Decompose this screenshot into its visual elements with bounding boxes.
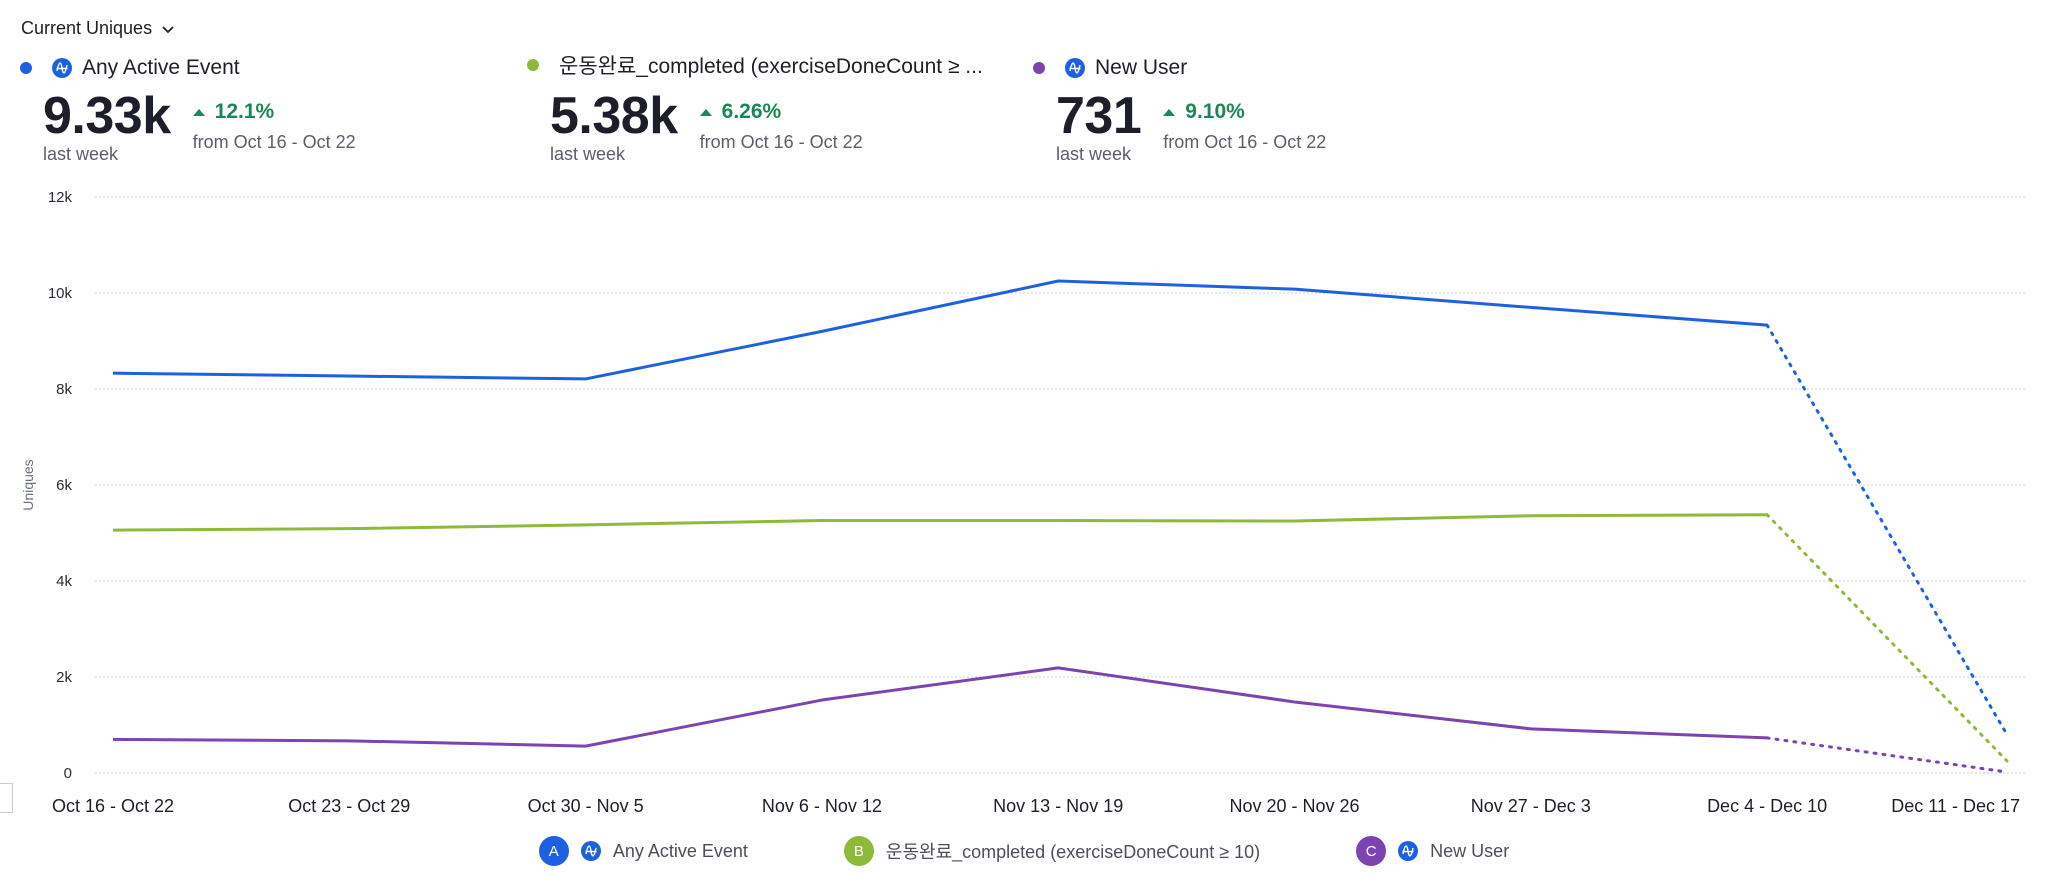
data-point[interactable] [1761,509,1773,521]
data-point[interactable] [343,523,355,535]
summary-period: last week [550,144,626,164]
summary-delta-from: from Oct 16 - Oct 22 [1163,132,1327,152]
legend-item-c[interactable]: C New User [1356,836,1509,866]
x-tick-label: Dec 11 - Dec 17 [1891,796,2020,816]
series-incomplete-segment [1765,323,2009,737]
legend-label: 운동완료_completed (exerciseDoneCount ≥ 10) [885,842,1261,862]
amplitude-event-icon [1398,841,1419,861]
series-line[interactable] [112,279,1768,381]
data-point[interactable] [107,733,119,745]
data-point[interactable] [2001,766,2013,778]
x-tick-label: Oct 30 - Nov 5 [528,796,644,816]
metric-selector-dropdown[interactable]: Current Uniques [21,18,176,39]
y-tick-label: 8k [56,381,72,398]
chart-legend: A Any Active Event B 운동완료_completed (exe… [0,836,2048,866]
series-incomplete-segment [1765,513,2009,763]
data-point[interactable] [343,370,355,382]
data-point[interactable] [1525,510,1537,522]
summary-series-name: New User [1095,56,1188,79]
chevron-down-icon [162,25,174,33]
metric-selector-label: Current Uniques [21,18,153,38]
y-axis-title: Uniques [20,459,36,510]
x-tick-label: Oct 16 - Oct 22 [52,796,174,816]
line-chart: 0 2k 4k 6k 8k 10k 12k Oct 16 - Oct 22 Oct 23 - … [20,189,2025,816]
series-letter-badge: C [1356,836,1387,866]
amplitude-event-icon [1065,58,1085,78]
legend-label: New User [1430,840,1510,861]
data-point[interactable] [1289,283,1301,295]
y-tick-label: 10k [48,285,73,302]
arrow-up-icon [192,108,205,116]
summary-delta: 6.26% [721,100,782,123]
data-point[interactable] [816,694,828,706]
legend-item-a[interactable]: A Any Active Event [538,836,748,866]
x-tick-label: Nov 6 - Nov 12 [762,796,882,816]
summary-value: 5.38k [550,87,678,145]
y-tick-label: 12k [48,189,73,206]
series-line[interactable] [112,666,1768,748]
data-point[interactable] [1761,732,1773,744]
series-line[interactable] [112,513,1768,532]
data-point[interactable] [1525,723,1537,735]
series-letter-badge: B [843,836,874,866]
data-point[interactable] [2001,755,2013,767]
data-point[interactable] [580,519,592,531]
series-color-dot [1033,62,1045,74]
data-point[interactable] [1525,301,1537,313]
summary-value: 731 [1056,87,1142,145]
series-letter-badge: A [538,836,569,866]
summary-series-name: 운동완료_completed (exerciseDoneCount ≥ ... [559,55,983,78]
summary-card-a: Any Active Event 9.33k last week 12.1% f… [20,56,356,165]
collapse-toggle-button[interactable] [0,783,13,813]
series-color-dot [20,62,32,74]
data-point[interactable] [580,740,592,752]
data-point[interactable] [580,373,592,385]
amplitude-event-icon [580,841,601,861]
y-tick-label: 4k [56,573,72,590]
summary-delta: 12.1% [214,100,275,123]
arrow-up-icon [1163,108,1176,116]
data-point[interactable] [1289,515,1301,527]
summary-delta: 9.10% [1185,100,1245,123]
x-tick-label: Nov 13 - Nov 19 [993,796,1123,816]
data-point[interactable] [816,515,828,527]
data-point[interactable] [107,524,119,536]
summary-value: 9.33k [43,87,171,145]
series-incomplete-segment [1765,736,2009,774]
y-tick-label: 6k [56,477,72,494]
series-color-dot [527,59,539,71]
summary-period: last week [43,144,119,164]
x-tick-label: Oct 23 - Oct 29 [288,796,410,816]
y-tick-label: 0 [64,765,72,782]
data-point[interactable] [1052,275,1064,287]
summary-card-b: 운동완료_completed (exerciseDoneCount ≥ ... … [527,50,983,165]
data-point[interactable] [107,367,119,379]
data-point[interactable] [1052,662,1064,674]
y-tick-label: 2k [56,669,72,686]
summary-delta-from: from Oct 16 - Oct 22 [699,132,863,152]
legend-item-b[interactable]: B 운동완료_completed (exerciseDoneCount ≥ 10… [843,836,1261,866]
arrow-up-icon [699,108,712,116]
data-point[interactable] [2001,729,2013,741]
summary-card-c: New User 731 last week 9.10% from Oct 16… [1033,56,1326,165]
data-point[interactable] [816,325,828,337]
amplitude-event-icon [52,58,72,78]
data-point[interactable] [1052,515,1064,527]
legend-label: Any Active Event [612,840,748,861]
data-point[interactable] [1761,319,1773,331]
summary-delta-from: from Oct 16 - Oct 22 [192,132,356,152]
summary-period: last week [1056,144,1132,164]
summary-series-name: Any Active Event [82,56,240,79]
x-tick-label: Dec 4 - Dec 10 [1707,796,1827,816]
x-tick-label: Nov 27 - Dec 3 [1471,796,1591,816]
data-point[interactable] [343,735,355,747]
x-tick-label: Nov 20 - Nov 26 [1229,796,1359,816]
data-point[interactable] [1289,696,1301,708]
